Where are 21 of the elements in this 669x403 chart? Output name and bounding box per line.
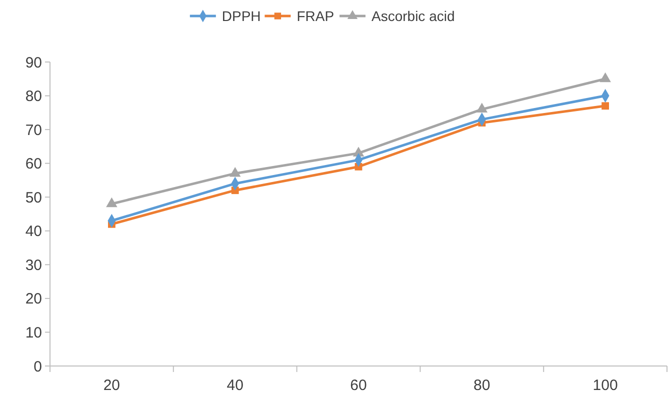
legend-label: DPPH	[222, 8, 261, 24]
x-tick-label: 40	[226, 377, 244, 394]
point	[600, 72, 611, 82]
x-tick-label: 60	[350, 377, 367, 394]
y-tick-label: 0	[34, 358, 42, 376]
y-tick-label: 20	[25, 290, 42, 308]
y-tick-label: 50	[25, 189, 42, 206]
y-tick-label: 80	[25, 88, 42, 106]
x-tick-label: 100	[592, 377, 618, 394]
point	[476, 102, 488, 113]
legend-label: Ascorbic acid	[372, 8, 455, 24]
x-tick-label: 20	[103, 377, 120, 394]
y-tick-label: 30	[25, 256, 42, 274]
y-tick-label: 60	[25, 156, 42, 173]
x-tick-label: 80	[474, 377, 490, 394]
legend-label: FRAP	[296, 8, 334, 24]
y-tick-label: 70	[25, 122, 42, 139]
y-tick-label: 90	[25, 54, 42, 72]
y-tick-label: 40	[25, 223, 42, 240]
y-tick-label: 10	[25, 324, 42, 342]
point	[602, 102, 610, 110]
